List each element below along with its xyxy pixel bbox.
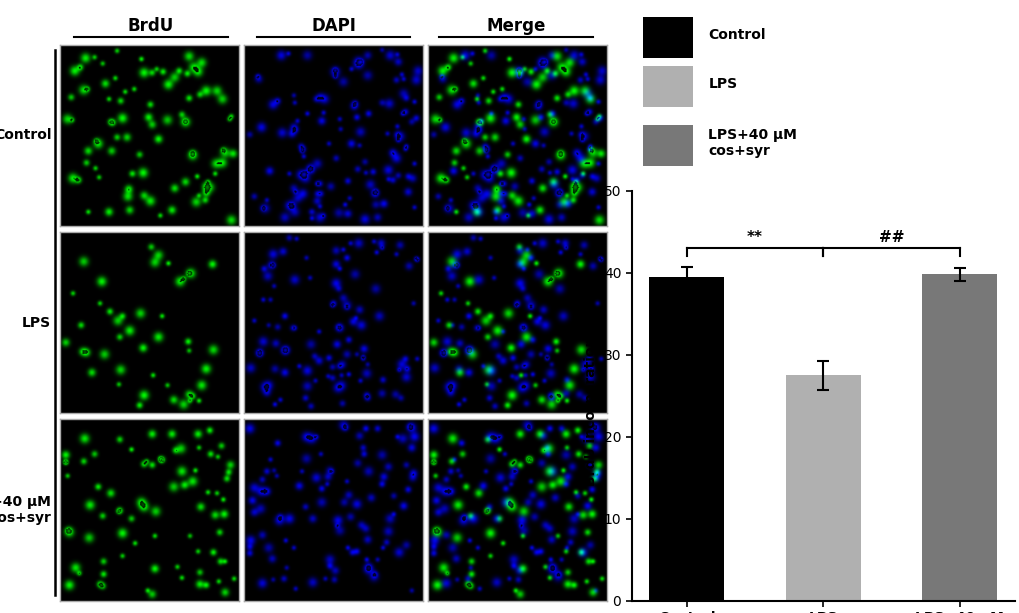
Y-axis label: BrdU incorporation (%): BrdU incorporation (%) xyxy=(584,305,597,486)
Text: ##: ## xyxy=(878,230,904,245)
Text: BrdU: BrdU xyxy=(127,17,174,35)
Text: LPS: LPS xyxy=(708,77,737,91)
Text: Control: Control xyxy=(708,28,765,42)
Bar xyxy=(643,125,692,166)
Text: LPS: LPS xyxy=(22,316,51,330)
Text: DAPI: DAPI xyxy=(311,17,356,35)
Text: LPS+40 μM
cos+syr: LPS+40 μM cos+syr xyxy=(708,128,797,158)
Text: Control: Control xyxy=(0,128,51,142)
Text: LPS+40 μM
cos+syr: LPS+40 μM cos+syr xyxy=(0,495,51,525)
Bar xyxy=(785,375,860,601)
Bar xyxy=(648,277,723,601)
Bar xyxy=(921,275,997,601)
Bar xyxy=(643,17,692,58)
Text: Merge: Merge xyxy=(486,17,545,35)
Bar xyxy=(643,66,692,107)
Text: **: ** xyxy=(746,230,762,245)
